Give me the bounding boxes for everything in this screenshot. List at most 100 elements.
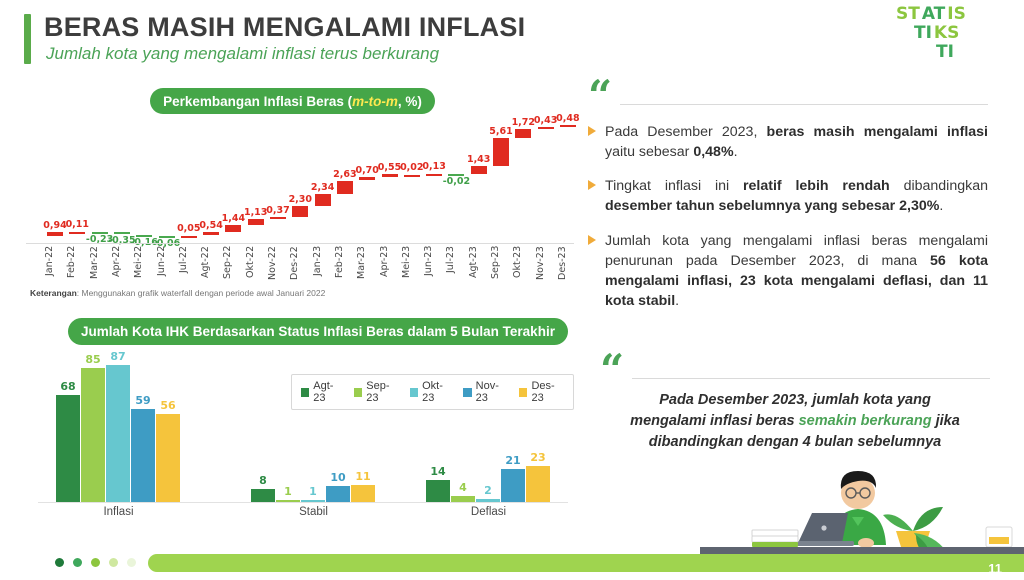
quote-icon: “ [588, 71, 613, 120]
waterfall-x-label: Jan-22 [44, 246, 55, 277]
statistik-logo: ST AT IS TI KS TI [896, 6, 1014, 72]
page-number: 11 [988, 561, 1002, 576]
bar-group: 8 1 1 10 11 Stabil [251, 352, 376, 518]
triangle-bullet-icon [588, 180, 596, 191]
bar-agt-23 [426, 479, 450, 502]
waterfall-value-label: -0,23 [85, 234, 114, 245]
waterfall-x-label: Des-22 [289, 246, 301, 280]
waterfall-value-label: 0,37 [266, 205, 290, 217]
bullet-emphasis: beras masih mengalami inflasi [766, 124, 988, 140]
bullet-emphasis: 0,48% [693, 144, 734, 161]
waterfall-value-label: 2,34 [310, 181, 335, 193]
legend-label: Okt-23 [422, 380, 443, 404]
waterfall-value-label: -0,35 [108, 235, 136, 247]
bar-sep-23 [451, 495, 475, 502]
waterfall-x-label: Okt-22 [244, 246, 256, 279]
waterfall-x-label: Nov-23 [534, 246, 546, 280]
waterfall-value-label: 1,44 [221, 212, 246, 224]
waterfall-x-label: Mei-22 [133, 246, 145, 279]
quote2-line2a: mengalami inflasi beras [630, 413, 799, 430]
waterfall-column: 1,72 [512, 117, 535, 243]
waterfall-bar [270, 217, 286, 220]
waterfall-x-label: Okt-23 [512, 246, 524, 279]
waterfall-bar [136, 234, 153, 237]
waterfall-x-label: Agt-22 [200, 246, 212, 278]
waterfall-x-label: Jun-22 [155, 246, 167, 277]
legend-item-okt-23[interactable]: Okt-23 [409, 380, 453, 404]
legend-swatch [354, 387, 363, 397]
bar-des-23 [351, 484, 375, 502]
right-info-panel: “ Pada Desember 2023, beras masih mengal… [588, 71, 988, 325]
waterfall-column: 0,05 [177, 118, 201, 243]
legend-item-agt-23[interactable]: Agt-23 [301, 380, 343, 404]
shirt-collar-icon [852, 517, 864, 526]
triangle-bullet-icon [588, 126, 596, 136]
waterfall-bar [559, 124, 576, 128]
waterfall-x-label: Des-23 [556, 246, 568, 280]
waterfall-column: 1,13 [244, 118, 267, 243]
person-hair-icon [840, 471, 877, 489]
paper-accent-icon [989, 537, 1009, 544]
quote2-text: Pada Desember 2023, jumlah kota yang men… [600, 390, 990, 453]
waterfall-x-label: Sep-22 [222, 246, 234, 280]
progress-dot[interactable] [55, 558, 64, 567]
legend-item-sep-23[interactable]: Sep-23 [354, 380, 399, 404]
legend-label: Nov-23 [475, 380, 499, 404]
progress-dot[interactable] [109, 558, 118, 567]
waterfall-bar [381, 174, 398, 177]
waterfall-bar [47, 231, 63, 237]
quote2-line1: Pada Desember 2023, jumlah kota yang [659, 392, 931, 408]
waterfall-bar [225, 224, 242, 233]
waterfall-x-label: Mar-22 [88, 246, 100, 279]
waterfall-chart: 0,940,11-0,23-0,35-0,16-0,060,050,541,44… [26, 113, 580, 280]
laptop-base-icon [792, 541, 854, 546]
bullet-plain: yaitu sebesar [605, 144, 694, 161]
bar-sep-23 [276, 500, 300, 502]
waterfall-value-label: 0,70 [355, 164, 379, 176]
bar-value-label: 85 [85, 352, 101, 366]
bar-value-label: 1 [284, 485, 292, 498]
bar-category-label: Stabil [299, 506, 328, 518]
progress-dot[interactable] [127, 558, 136, 567]
legend-item-nov-23[interactable]: Nov-23 [463, 380, 508, 404]
waterfall-x-label: Jul-22 [177, 246, 189, 273]
bullet-item: Jumlah kota yang mengalami inflasi beras… [588, 231, 988, 312]
bar-agt-23 [56, 394, 80, 502]
progress-dot[interactable] [91, 558, 100, 567]
bar-category-label: Inflasi [103, 506, 134, 518]
bar-axis-line [38, 502, 568, 503]
bullet-emphasis: desember tahun sebelumnya yang sebesar 2… [605, 198, 940, 215]
legend-item-des-23[interactable]: Des-23 [519, 380, 564, 404]
quote2-header-row: “ [600, 349, 990, 391]
waterfall-column: 5,61 [489, 118, 513, 243]
waterfall-plot: 0,940,11-0,23-0,35-0,16-0,060,050,541,44… [26, 113, 579, 249]
desk-surface-icon [700, 547, 1024, 555]
progress-dot[interactable] [73, 558, 82, 567]
waterfall-bar [91, 232, 108, 234]
waterfall-value-label: 1,72 [511, 117, 536, 129]
waterfall-bar [247, 219, 264, 225]
waterfall-column: 0,02 [400, 118, 424, 243]
bullet-plain: . [675, 293, 680, 310]
bar-nov-23 [501, 468, 525, 502]
quote-header-row: “ [588, 71, 988, 120]
waterfall-bar [203, 232, 220, 235]
bullet-item: Tingkat inflasi ini relatif lebih rendah… [588, 176, 988, 216]
waterfall-value-label: 2,30 [288, 193, 313, 205]
bar-value-label: 14 [430, 464, 446, 478]
chart1-title-pill: Perkembangan Inflasi Beras (m-to-m, %) [150, 88, 435, 114]
waterfall-bar [448, 174, 465, 177]
waterfall-value-label: 5,61 [489, 125, 513, 137]
bullet-plain: Tingkat inflasi ini [605, 178, 743, 195]
waterfall-bar [314, 193, 331, 206]
bullet-emphasis: 56 kota mengalami inflasi, 23 kota menga… [605, 252, 988, 310]
waterfall-value-label: 0,11 [65, 219, 90, 230]
bullet-plain: dibandingkan [889, 178, 988, 195]
legend-swatch [301, 387, 310, 397]
bar-okt-23 [476, 498, 500, 502]
bar-group: 14 4 2 21 23 Deflasi [426, 352, 551, 518]
bar-value-label: 21 [505, 453, 521, 467]
logo-row: TI KS [896, 25, 1014, 42]
waterfall-column: -0,16 [130, 118, 158, 248]
chart1-note: Keterangan: Menggunakan grafik waterfall… [30, 288, 325, 298]
